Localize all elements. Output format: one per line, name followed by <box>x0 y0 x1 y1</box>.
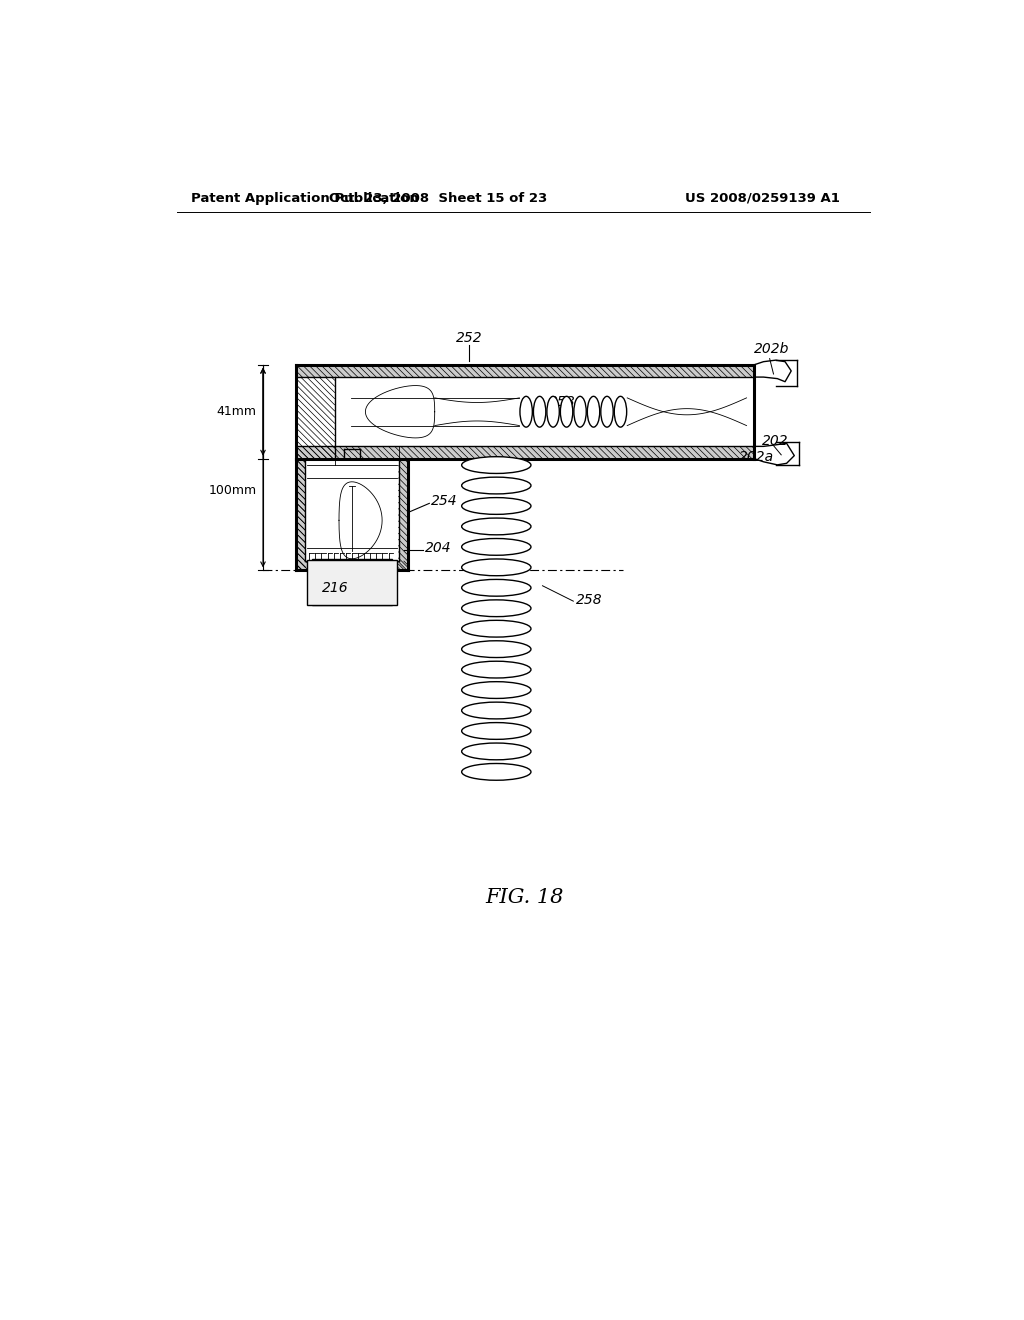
Ellipse shape <box>547 396 559 428</box>
Ellipse shape <box>462 763 531 780</box>
Ellipse shape <box>462 457 531 474</box>
Text: 41mm: 41mm <box>217 405 257 418</box>
Text: US 2008/0259139 A1: US 2008/0259139 A1 <box>685 191 840 205</box>
Ellipse shape <box>588 396 600 428</box>
Bar <box>307 560 397 605</box>
Ellipse shape <box>462 702 531 719</box>
Ellipse shape <box>462 681 531 698</box>
Text: 202: 202 <box>762 434 788 447</box>
Ellipse shape <box>573 396 587 428</box>
Ellipse shape <box>520 396 532 428</box>
Ellipse shape <box>462 743 531 760</box>
Text: 100mm: 100mm <box>209 484 257 498</box>
Text: Patent Application Publication: Patent Application Publication <box>190 191 419 205</box>
Text: Oct. 23, 2008  Sheet 15 of 23: Oct. 23, 2008 Sheet 15 of 23 <box>330 191 548 205</box>
Ellipse shape <box>462 498 531 515</box>
Bar <box>296 561 408 570</box>
Bar <box>311 558 392 605</box>
Text: 252: 252 <box>456 331 482 345</box>
Ellipse shape <box>601 396 613 428</box>
Text: 258: 258 <box>549 395 575 409</box>
Text: 216: 216 <box>322 581 348 595</box>
Text: 202a: 202a <box>739 450 774 465</box>
Ellipse shape <box>462 620 531 638</box>
Bar <box>296 446 755 459</box>
Text: 204: 204 <box>425 541 452 554</box>
Ellipse shape <box>462 539 531 556</box>
Bar <box>296 459 305 570</box>
Ellipse shape <box>462 517 531 535</box>
Ellipse shape <box>462 599 531 616</box>
Ellipse shape <box>462 722 531 739</box>
Ellipse shape <box>614 396 627 428</box>
Ellipse shape <box>534 396 546 428</box>
Text: 254: 254 <box>431 494 458 508</box>
Ellipse shape <box>560 396 572 428</box>
Ellipse shape <box>462 477 531 494</box>
Ellipse shape <box>462 558 531 576</box>
Text: 202b: 202b <box>755 342 790 356</box>
Text: FIG. 18: FIG. 18 <box>485 888 564 907</box>
Ellipse shape <box>462 661 531 678</box>
Bar <box>296 364 755 378</box>
Text: 258: 258 <box>575 593 602 607</box>
Ellipse shape <box>462 579 531 597</box>
Bar <box>398 459 408 570</box>
Ellipse shape <box>462 640 531 657</box>
